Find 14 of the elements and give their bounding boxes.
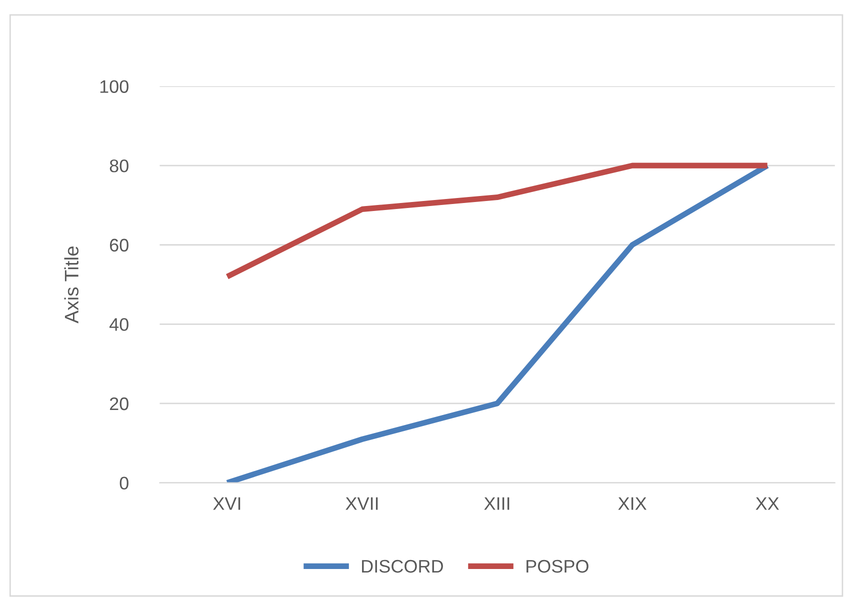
y-tick-label: 80 xyxy=(110,160,128,172)
x-tick-label: XVI xyxy=(213,497,240,510)
y-tick-label: 60 xyxy=(110,238,128,252)
y-tick-label: 100 xyxy=(100,80,128,93)
y-tick-label: 20 xyxy=(110,397,128,410)
y-axis-title: Axis Title xyxy=(64,246,79,324)
legend-label: POSPO xyxy=(526,560,588,573)
legend-label: DISCORD xyxy=(362,560,443,573)
x-tick-label: XVII xyxy=(346,497,378,510)
x-tick-label: XX xyxy=(756,497,780,510)
x-tick-label: XIII xyxy=(484,497,510,510)
y-tick-label: 40 xyxy=(109,318,128,331)
y-tick-label: 0 xyxy=(120,476,128,490)
x-tick-label: XIX xyxy=(618,497,646,510)
